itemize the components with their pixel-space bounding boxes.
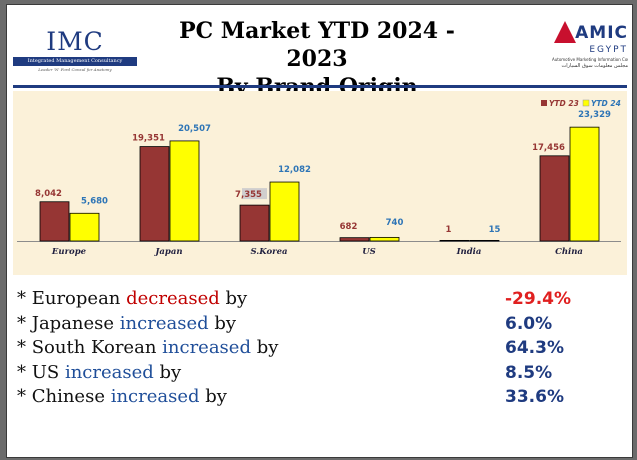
data-label-ytd23: 1: [446, 225, 452, 235]
data-label-ytd24: 740: [386, 218, 404, 228]
category-label: Japan: [153, 247, 182, 257]
summary-value: 6.0%: [505, 313, 553, 334]
summary-item: * South Korean increased by 64.3%: [17, 336, 617, 360]
summary-prefix: * Japanese: [17, 312, 120, 334]
bar-ytd24: [369, 236, 400, 242]
data-label-ytd23: 17,456: [532, 143, 565, 153]
data-label-ytd23: 7,355: [235, 190, 262, 200]
category-label: India: [456, 247, 482, 257]
summary-keyword: increased: [162, 337, 251, 358]
summary-item: * Chinese increased by 33.6%: [17, 385, 617, 409]
legend-swatch-ytd23: [541, 100, 547, 106]
data-label-ytd24: 15: [489, 225, 501, 235]
amic-a-shape: [554, 21, 576, 43]
imc-logo: IMC Integrated Management Consultancy Le…: [13, 27, 137, 72]
bar-ytd24: [69, 212, 100, 242]
amic-logo-subname: EGYPT: [589, 45, 628, 55]
summary-suffix: by: [208, 312, 237, 334]
summary-keyword: increased: [110, 386, 200, 407]
category-label: Europe: [51, 247, 87, 257]
summary-keyword: increased: [64, 361, 154, 383]
data-label-ytd23: 682: [340, 222, 358, 232]
slide-title: PC Market YTD 2024 - 2023 By Brand Origi…: [157, 17, 477, 101]
summary-value: 33.6%: [505, 387, 564, 407]
summary-suffix: by: [219, 288, 248, 309]
summary-keyword: increased: [119, 312, 209, 334]
data-label-ytd23: 8,042: [35, 189, 62, 199]
summary-prefix: * Chinese: [17, 386, 111, 407]
imc-logo-text: IMC: [46, 27, 104, 56]
summary-value: 8.5%: [505, 362, 553, 383]
data-label-ytd24: 12,082: [278, 165, 311, 175]
imc-logo-bar: Integrated Management Consultancy: [13, 57, 137, 66]
summary-item: * Japanese increased by 6.0%: [17, 312, 617, 336]
bar-ytd23: [39, 201, 70, 242]
summary-keyword: decreased: [126, 288, 220, 309]
amic-logo-subtitle-ar: مجلس معلومات سوق السيارات: [561, 63, 628, 69]
data-label-ytd24: 5,680: [81, 196, 108, 206]
bar-ytd23: [339, 237, 370, 242]
summary-prefix: * US: [17, 361, 65, 383]
summary-item: * US increased by 8.5%: [17, 361, 617, 385]
category-label: US: [362, 247, 376, 257]
category-label: S.Korea: [250, 247, 287, 257]
data-label-ytd24: 23,329: [578, 110, 611, 120]
amic-logo-text: AMIC: [575, 23, 628, 43]
bar-ytd24: [269, 181, 300, 242]
header-divider: [13, 85, 627, 88]
bar-chart: 8,042 5,680 Europe 19,351 20,507 Japan 7,355 12…: [13, 91, 627, 275]
bar-ytd23: [539, 155, 570, 242]
bar-ytd24: [469, 239, 500, 242]
bar-ytd24: [169, 140, 200, 242]
summary-suffix: by: [250, 337, 279, 358]
legend-swatch-ytd24: [582, 99, 590, 107]
bar-ytd23: [239, 204, 270, 242]
legend-label-ytd23: YTD 23: [549, 99, 579, 108]
summary-prefix: * South Korean: [17, 337, 163, 358]
summary-prefix: * European: [17, 288, 127, 309]
data-label-ytd23: 19,351: [132, 134, 165, 144]
bar-chart-svg: 8,0425,680Europe19,35120,507Japan7,35512…: [17, 99, 621, 257]
title-line-1: PC Market YTD 2024 - 2023: [179, 18, 455, 72]
category-label: China: [555, 247, 583, 257]
legend-label-ytd24: YTD 24: [591, 99, 621, 108]
bar-ytd23: [439, 239, 470, 242]
amic-logo-subtitle: Automotive Marketing Information Council: [552, 57, 628, 62]
bar-ytd23: [139, 146, 170, 242]
summary-suffix: by: [199, 386, 227, 407]
data-label-ytd24: 20,507: [178, 124, 211, 134]
data-label-bg: [242, 188, 267, 200]
summary-suffix: by: [153, 361, 182, 383]
summary-value: -29.4%: [505, 289, 572, 309]
summary-value: 64.3%: [505, 338, 564, 358]
summary-item: * European decreased by -29.4%: [17, 287, 617, 311]
amic-logo: AMIC EGYPT Automotive Marketing Informat…: [552, 21, 628, 75]
imc-logo-tagline: Leader 'N' Ford Consul for Anatomy: [38, 67, 112, 72]
slide: IMC Integrated Management Consultancy Le…: [6, 4, 633, 458]
bar-ytd24: [569, 126, 600, 242]
